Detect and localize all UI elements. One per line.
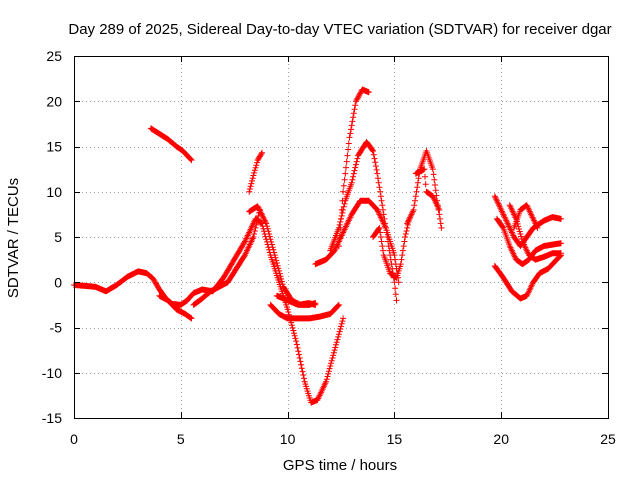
grid-lines	[74, 56, 608, 418]
point-markers	[312, 197, 402, 286]
y-tick-label: -5	[50, 320, 63, 336]
x-tick-label: 5	[177, 431, 185, 447]
series-trace-14	[246, 149, 265, 195]
x-tick-label: 10	[280, 431, 296, 447]
point-markers	[335, 86, 372, 250]
y-tick-label: 25	[46, 48, 62, 64]
series-trace-7	[312, 197, 402, 286]
y-tick-label: -15	[42, 410, 62, 426]
x-axis-label: GPS time / hours	[283, 457, 397, 474]
x-tick-label: 15	[387, 431, 403, 447]
y-axis-tick-labels: -15 -10 -5 0 5 10 15 20 25	[42, 48, 62, 426]
series-trace-3	[156, 292, 195, 322]
series-trace-10	[370, 215, 413, 281]
series-trace-12	[412, 166, 443, 213]
point-markers	[267, 301, 342, 322]
point-markers	[246, 149, 265, 195]
point-markers	[156, 292, 195, 322]
point-markers	[412, 166, 443, 213]
axis-ticks	[74, 56, 609, 419]
series-trace-8	[327, 139, 400, 304]
x-tick-label: 20	[493, 431, 509, 447]
series-trace-19	[511, 202, 541, 231]
y-tick-label: 0	[54, 274, 62, 290]
x-axis-tick-labels: 0 5 10 15 20 25	[70, 431, 616, 447]
y-tick-label: 20	[46, 93, 62, 109]
series-trace-18	[491, 252, 564, 302]
point-markers	[327, 139, 400, 304]
point-markers	[491, 252, 564, 302]
y-tick-label: 5	[54, 229, 62, 245]
y-tick-label: 15	[46, 139, 62, 155]
y-axis-label: SDTVAR / TECUs	[5, 178, 22, 298]
series-trace-5	[273, 292, 319, 308]
y-tick-label: 10	[46, 184, 62, 200]
x-tick-label: 25	[600, 431, 616, 447]
point-markers	[511, 202, 541, 231]
data-points	[71, 86, 564, 406]
point-markers	[370, 215, 413, 281]
point-markers	[147, 125, 195, 164]
series-trace-13	[147, 125, 195, 164]
series-trace-9	[335, 86, 372, 250]
point-markers	[273, 292, 319, 308]
series-trace-2	[190, 206, 263, 308]
y-tick-label: -10	[42, 365, 62, 381]
point-markers	[190, 206, 263, 308]
chart-title: Day 289 of 2025, Sidereal Day-to-day VTE…	[68, 21, 611, 38]
x-tick-label: 0	[70, 431, 78, 447]
series-trace-6	[267, 301, 342, 322]
